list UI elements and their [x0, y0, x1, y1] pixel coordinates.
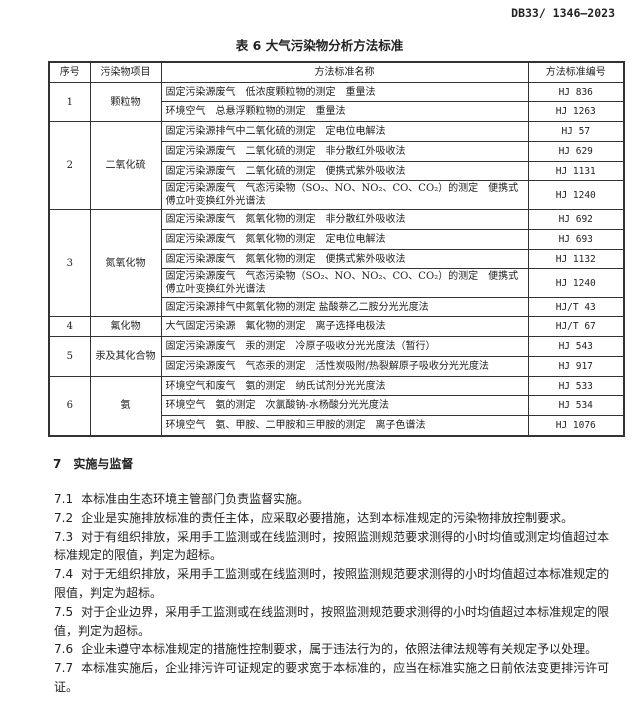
method-name-cell: 固定污染源废气 气态污染物（SO₂、NO、NO₂、CO、CO₂）的测定 便携式傅…	[160, 268, 529, 298]
clause-number: 7.2	[54, 510, 74, 525]
clause: 7.5 对于企业边界，采用手工监测或在线监测时，按照监测规范要求测得的小时均值超过…	[54, 603, 620, 641]
method-code-cell: HJ 836	[527, 82, 625, 102]
table-row: 5 汞及其化合物 固定污染源废气 汞的测定 冷原子吸收分光光度法（暂行） HJ 543	[48, 336, 625, 377]
serial-number-cell: 6	[48, 376, 91, 436]
clause-number: 7.6	[54, 642, 74, 657]
method-code-cell: HJ 533	[527, 376, 625, 396]
method-name-cell: 环境空气 氨、甲胺、二甲胺和三甲胺的测定 离子色谱法	[160, 415, 529, 436]
method-name-cell: 固定污染源废气 二氧化硫的测定 便携式紫外吸收法	[160, 161, 529, 181]
table-row: 固定污染源废气 氮氧化物的测定 便携式紫外吸收法 HJ 1132	[49, 249, 625, 269]
method-code-cell: HJ 57	[527, 121, 625, 142]
method-code-cell: HJ 693	[527, 229, 625, 250]
clause-number: 7.5	[54, 604, 74, 619]
method-name-cell: 固定污染源废气 气态汞的测定 活性炭吸附/热裂解原子吸收分光光度法	[160, 356, 529, 377]
method-name-cell: 固定污染源废气 二氧化硫的测定 非分散红外吸收法	[160, 141, 529, 162]
method-name-cell: 固定污染源废气 低浓度颗粒物的测定 重量法	[160, 82, 529, 102]
table-row: 4 氟化物 大气固定污染源 氟化物的测定 离子选择电极法 HJ/T 67	[48, 316, 625, 337]
serial-number-cell: 5	[48, 336, 91, 377]
clause: 7.1 本标准由生态环境主管部门负责监督实施。	[54, 490, 620, 509]
clause-text: 企业是实施排放标准的责任主体，应采取必要措施，达到本标准规定的污染物排放控制要求…	[81, 510, 574, 525]
method-code-cell: HJ/T 67	[527, 316, 625, 337]
method-code-cell: HJ 1240	[527, 180, 625, 210]
clause-text: 本标准实施后，企业排污许可证规定的要求宽于本标准的，应当在标准实施之日前依法变更…	[54, 661, 610, 694]
pollutant-cell: 氮氧化物	[89, 209, 162, 317]
method-name-cell: 固定污染源废气 氮氧化物的测定 便携式紫外吸收法	[160, 249, 529, 269]
table-row: 固定污染源废气 气态污染物（SO₂、NO、NO₂、CO、CO₂）的测定 便携式傅…	[49, 268, 625, 298]
serial-number-cell: 4	[48, 316, 91, 337]
clause-number: 7.1	[54, 492, 74, 506]
table-row: 环境空气 氨、甲胺、二甲胺和三甲胺的测定 离子色谱法 HJ 1076	[49, 415, 625, 436]
method-code-cell: HJ 1263	[527, 101, 625, 122]
column-header: 方法标准名称	[160, 61, 529, 83]
pollutant-cell: 颗粒物	[89, 82, 162, 122]
pollutant-cell: 汞及其化合物	[89, 336, 162, 377]
pollutant-cell: 氨	[89, 376, 162, 436]
methods-table: 序号 污染物项目 方法标准名称 方法标准编号 1 颗粒物 固定污染源废气 低浓度颗粒…	[48, 61, 625, 437]
clause-number: 7.4	[54, 567, 74, 582]
clause-text: 对于有组织排放，采用手工监测或在线监测时，按照监测规范要求测得的小时均值或测定均…	[54, 529, 610, 563]
clause: 7.3 对于有组织排放，采用手工监测或在线监测时，按照监测规范要求测得的小时均值或…	[54, 528, 620, 566]
method-name-cell: 大气固定污染源 氟化物的测定 离子选择电极法	[160, 316, 529, 337]
method-code-cell: HJ 534	[527, 395, 625, 416]
clause: 7.6 企业未遵守本标准规定的措施性控制要求，属于违法行为的，依照法律法规等有关规…	[54, 640, 620, 659]
column-header: 污染物项目	[89, 61, 162, 83]
clause-text: 对于企业边界，采用手工监测或在线监测时，按照监测规范要求测得的小时均值超过本标准…	[54, 604, 610, 638]
method-name-cell: 固定污染源排气中二氧化硫的测定 定电位电解法	[160, 121, 529, 142]
method-name-cell: 固定污染源废气 氮氧化物的测定 定电位电解法	[160, 229, 529, 250]
clause-number: 7.3	[54, 529, 74, 544]
table-row: 固定污染源废气 气态污染物（SO₂、NO、NO₂、CO、CO₂）的测定 便携式傅…	[49, 180, 625, 210]
method-code-cell: HJ 692	[527, 209, 625, 230]
section-body: 7.1 本标准由生态环境主管部门负责监督实施。 7.2 企业是实施排放标准的责任主体，…	[54, 490, 620, 697]
method-code-cell: HJ 543	[527, 336, 625, 357]
method-name-cell: 固定污染源排气中氮氧化物的测定 盐酸萘乙二胺分光光度法	[160, 297, 529, 317]
table-row: 固定污染源废气 二氧化硫的测定 非分散红外吸收法 HJ 629	[49, 141, 625, 162]
serial-number-cell: 2	[48, 121, 91, 210]
column-header: 序号	[48, 61, 91, 83]
clause-number: 7.7	[54, 661, 74, 676]
table-header-row: 序号 污染物项目 方法标准名称 方法标准编号	[48, 61, 625, 83]
method-name-cell: 固定污染源废气 汞的测定 冷原子吸收分光光度法（暂行）	[160, 336, 529, 357]
serial-number-cell: 3	[48, 209, 91, 317]
column-header: 方法标准编号	[527, 61, 625, 83]
method-name-cell: 固定污染源废气 氮氧化物的测定 非分散红外吸收法	[160, 209, 529, 230]
method-code-cell: HJ 1240	[527, 268, 625, 298]
clause: 7.4 对于无组织排放，采用手工监测或在线监测时，按照监测规范要求测得的小时均值超…	[54, 565, 620, 603]
serial-number-cell: 1	[48, 82, 91, 122]
table-title: 表 6 大气污染物分析方法标准	[235, 38, 404, 53]
method-code-cell: HJ 1132	[527, 249, 625, 269]
table-row: 6 氨环境空气和废气 氨的测定 纳氏试剂分光光度法 HJ 533	[48, 376, 625, 436]
method-code-cell: HJ/T 43	[527, 297, 625, 317]
table-row: 3 氮氧化物 固定污染源废气 氮氧化物的测定 非分散红外吸收法 HJ 692	[48, 209, 625, 317]
pollutant-cell: 二氧化硫	[89, 121, 162, 210]
clause-text: 企业未遵守本标准规定的措施性控制要求，属于违法行为的，依照法律法规等有关规定予以…	[81, 642, 598, 657]
table-row: 2 二氧化硫 固定污染源排气中二氧化硫的测定 定电位电解法 HJ 57	[48, 121, 625, 210]
method-code-cell: HJ 917	[527, 356, 625, 377]
method-name-cell: 固定污染源废气 气态污染物（SO₂、NO、NO₂、CO、CO₂）的测定 便携式傅…	[160, 180, 529, 210]
clause-text: 本标准由生态环境主管部门负责监督实施。	[81, 492, 310, 506]
method-name-cell: 环境空气和废气 氨的测定 纳氏试剂分光光度法	[160, 376, 529, 396]
method-code-cell: HJ 629	[527, 141, 625, 162]
method-name-cell: 环境空气 总悬浮颗粒物的测定 重量法	[160, 101, 529, 122]
pollutant-cell: 氟化物	[89, 316, 162, 337]
document-number: DB33/ 1346—2023	[511, 6, 615, 20]
method-name-cell: 环境空气 氨的测定 次氯酸钠-水杨酸分光光度法	[160, 395, 529, 416]
clause: 7.2 企业是实施排放标准的责任主体，应采取必要措施，达到本标准规定的污染物排放控…	[54, 509, 620, 528]
method-code-cell: HJ 1131	[527, 161, 625, 181]
table-row: 1 颗粒物 固定污染源废气 低浓度颗粒物的测定 重量法 HJ 836	[48, 82, 625, 122]
section-heading: 7 实施与监督	[53, 457, 134, 471]
clause: 7.7 本标准实施后，企业排污许可证规定的要求宽于本标准的，应当在标准实施之日前依…	[54, 659, 620, 697]
method-code-cell: HJ 1076	[527, 415, 625, 436]
clause-text: 对于无组织排放，采用手工监测或在线监测时，按照监测规范要求测得的小时均值超过本标…	[54, 567, 610, 600]
